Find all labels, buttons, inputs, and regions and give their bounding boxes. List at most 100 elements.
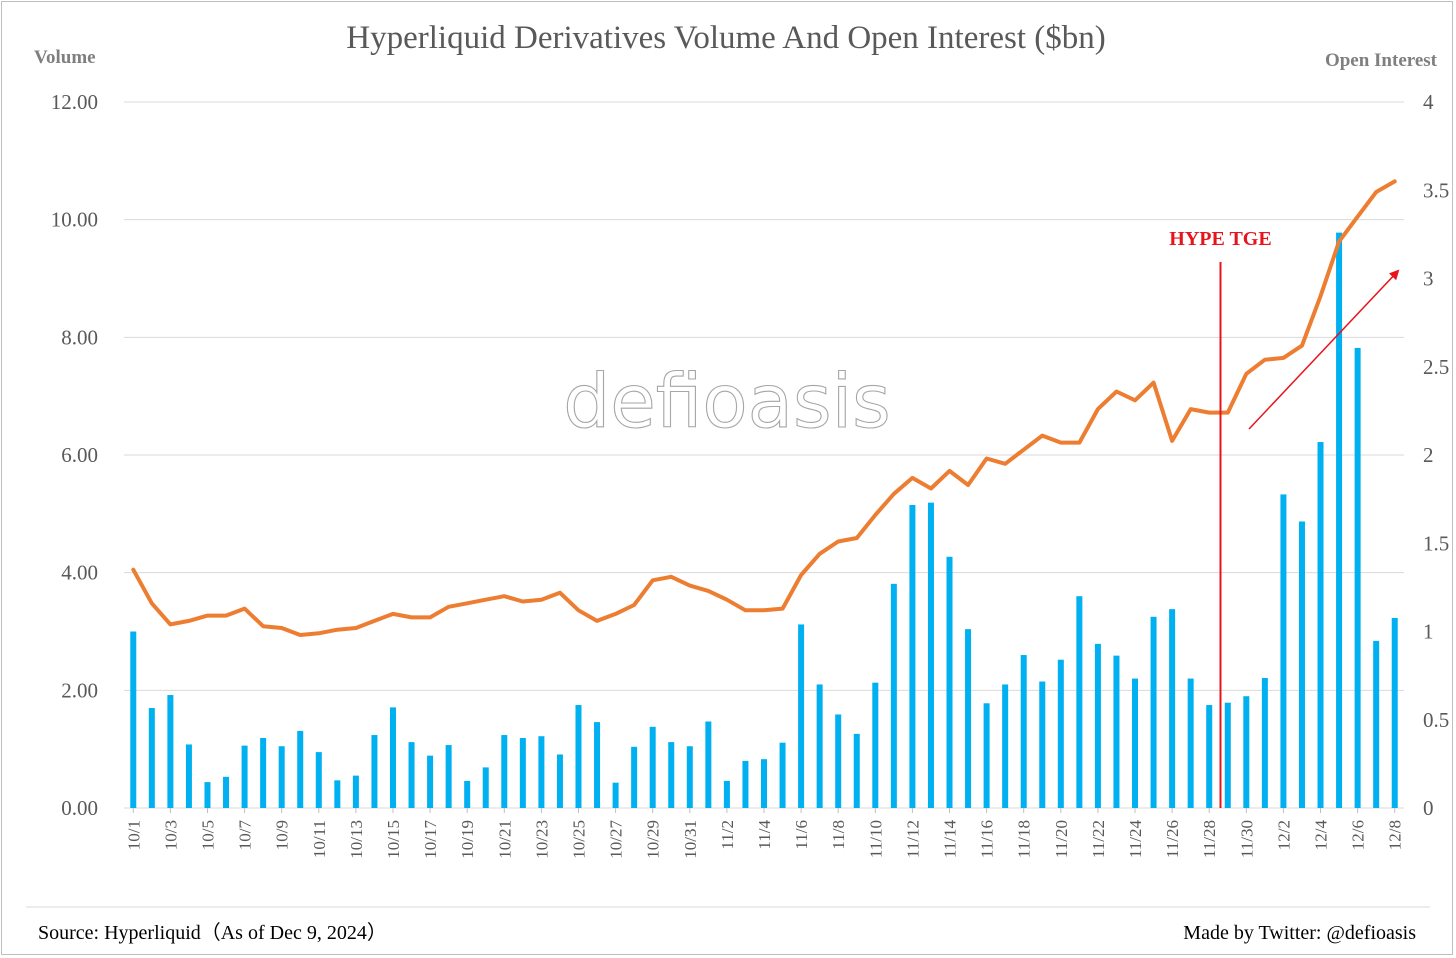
x-tick-label: 11/10 — [866, 820, 885, 858]
volume-bar — [1150, 616, 1157, 808]
right-axis-ticks: 0 0.5 1 1.5 2 2.5 3 3.5 4 — [1423, 90, 1449, 820]
volume-bar — [816, 684, 823, 808]
left-tick-label: 2.00 — [61, 678, 98, 702]
x-tick-label: 11/24 — [1126, 820, 1145, 859]
volume-bar — [835, 714, 842, 808]
volume-bar — [519, 737, 526, 808]
x-tick-label: 11/12 — [903, 820, 922, 858]
right-tick-label: 1 — [1423, 620, 1434, 644]
volume-bar — [445, 745, 452, 808]
x-tick-label: 11/2 — [718, 820, 737, 850]
volume-bar — [983, 703, 990, 808]
right-tick-label: 3 — [1423, 267, 1434, 291]
volume-bar — [1261, 677, 1268, 808]
volume-bar — [1002, 684, 1009, 808]
volume-bar — [1113, 655, 1120, 808]
volume-bar — [575, 705, 582, 808]
x-tick-label: 10/23 — [532, 820, 551, 859]
x-tick-label: 10/17 — [421, 820, 440, 859]
volume-bar — [909, 505, 916, 808]
volume-bar — [1057, 659, 1064, 808]
right-tick-label: 3.5 — [1423, 178, 1449, 202]
x-tick-label: 11/22 — [1089, 820, 1108, 858]
volume-bar — [946, 556, 953, 808]
right-tick-label: 0.5 — [1423, 708, 1449, 732]
volume-bar — [501, 735, 508, 808]
x-tick-label: 12/2 — [1274, 820, 1293, 850]
volume-bar — [482, 767, 489, 808]
volume-bar — [668, 742, 675, 808]
open-interest-line — [131, 179, 1397, 637]
x-tick-label: 11/16 — [978, 820, 997, 858]
x-tick-label: 10/19 — [458, 820, 477, 859]
volume-bar — [1298, 521, 1305, 808]
chart-title: Hyperliquid Derivatives Volume And Open … — [346, 20, 1105, 56]
volume-bar — [927, 502, 934, 808]
left-tick-label: 8.00 — [61, 325, 98, 349]
volume-bar — [1354, 347, 1361, 808]
volume-bar — [1336, 232, 1343, 809]
left-axis-title: Volume — [34, 47, 96, 68]
x-tick-label: 11/26 — [1163, 820, 1182, 858]
left-tick-label: 0.00 — [61, 796, 98, 820]
volume-bar — [148, 707, 155, 808]
volume-bar — [649, 726, 656, 808]
volume-bar — [278, 746, 285, 808]
volume-bar — [779, 742, 786, 808]
volume-bar — [297, 730, 304, 808]
trend-arrow — [1248, 269, 1400, 430]
right-tick-label: 2 — [1423, 443, 1434, 467]
volume-bar — [1391, 617, 1398, 808]
left-axis-ticks: 0.00 2.00 4.00 6.00 8.00 10.00 12.00 — [51, 90, 98, 820]
x-tick-label: 10/9 — [273, 820, 292, 850]
volume-bar — [723, 780, 730, 808]
volume-bar — [742, 760, 749, 808]
volume-bar — [389, 707, 396, 808]
x-tick-label: 10/25 — [569, 820, 588, 859]
x-tick-label: 10/15 — [384, 820, 403, 859]
volume-bar — [705, 721, 712, 808]
volume-bar — [167, 695, 174, 808]
volume-bar — [260, 737, 267, 808]
gridlines — [124, 101, 1404, 809]
volume-bar — [315, 752, 322, 808]
volume-bar — [612, 782, 619, 808]
volume-bar — [334, 780, 341, 808]
x-tick-label: 10/7 — [236, 820, 255, 851]
volume-bar — [631, 746, 638, 808]
x-tick-label: 11/6 — [792, 820, 811, 850]
right-axis-title: Open Interest — [1325, 50, 1438, 71]
watermark: defioasis — [563, 359, 890, 445]
volume-bar — [1224, 702, 1231, 808]
volume-bar — [1020, 655, 1027, 808]
left-tick-label: 10.00 — [51, 208, 98, 232]
volume-bar — [408, 742, 415, 808]
right-tick-label: 1.5 — [1423, 531, 1449, 555]
x-tick-label: 10/11 — [310, 820, 329, 858]
x-tick-label: 10/1 — [124, 820, 143, 850]
volume-bar — [1206, 705, 1213, 808]
x-tick-label: 11/18 — [1015, 820, 1034, 858]
volume-bar — [538, 736, 545, 808]
x-tick-label: 11/28 — [1200, 820, 1219, 858]
tge-label: HYPE TGE — [1169, 228, 1271, 250]
x-tick-label: 10/29 — [644, 820, 663, 859]
x-tick-label: 10/27 — [607, 820, 626, 859]
x-tick-label: 10/31 — [681, 820, 700, 859]
volume-bar — [371, 735, 378, 808]
x-tick-label: 11/30 — [1237, 820, 1256, 858]
x-tick-label: 11/8 — [829, 820, 848, 850]
volume-bars — [130, 232, 1398, 809]
right-tick-label: 4 — [1423, 90, 1434, 114]
volume-bar — [464, 780, 471, 808]
x-tick-label: 12/8 — [1386, 820, 1405, 850]
volume-bar — [1132, 678, 1139, 808]
volume-bar — [1373, 640, 1380, 808]
left-tick-label: 6.00 — [61, 443, 98, 467]
volume-bar — [1039, 681, 1046, 808]
x-tick-label: 10/13 — [347, 820, 366, 859]
volume-bar — [185, 744, 192, 808]
volume-bar — [798, 624, 805, 808]
volume-bar — [761, 759, 767, 808]
